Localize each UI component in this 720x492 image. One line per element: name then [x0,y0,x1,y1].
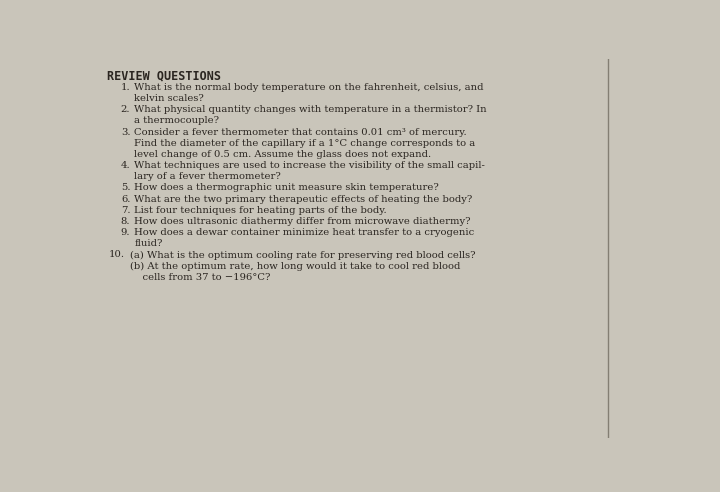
Text: How does a dewar container minimize heat transfer to a cryogenic: How does a dewar container minimize heat… [134,228,474,237]
Text: 5.: 5. [121,184,130,192]
Text: Consider a fever thermometer that contains 0.01 cm³ of mercury.: Consider a fever thermometer that contai… [134,127,467,137]
Text: lary of a fever thermometer?: lary of a fever thermometer? [134,172,281,181]
Text: kelvin scales?: kelvin scales? [134,94,204,103]
Text: 9.: 9. [121,228,130,237]
Text: (a) What is the optimum cooling rate for preserving red blood cells?: (a) What is the optimum cooling rate for… [130,250,476,259]
Text: 8.: 8. [121,217,130,226]
Text: How does ultrasonic diathermy differ from microwave diathermy?: How does ultrasonic diathermy differ fro… [134,217,471,226]
Text: What physical quantity changes with temperature in a thermistor? In: What physical quantity changes with temp… [134,105,487,114]
Text: 7.: 7. [121,206,130,215]
Text: 6.: 6. [121,194,130,204]
Text: a thermocouple?: a thermocouple? [134,117,219,125]
Text: How does a thermographic unit measure skin temperature?: How does a thermographic unit measure sk… [134,184,439,192]
Text: What techniques are used to increase the visibility of the small capil-: What techniques are used to increase the… [134,161,485,170]
Text: fluid?: fluid? [134,239,163,248]
Text: Find the diameter of the capillary if a 1°C change corresponds to a: Find the diameter of the capillary if a … [134,139,475,148]
Text: cells from 37 to −196°C?: cells from 37 to −196°C? [130,273,271,282]
Text: 10.: 10. [109,250,125,259]
Text: REVIEW QUESTIONS: REVIEW QUESTIONS [107,70,221,83]
Text: 4.: 4. [121,161,130,170]
Text: level change of 0.5 cm. Assume the glass does not expand.: level change of 0.5 cm. Assume the glass… [134,150,431,159]
Text: 3.: 3. [121,127,130,137]
Text: 1.: 1. [121,83,130,92]
Text: (b) At the optimum rate, how long would it take to cool red blood: (b) At the optimum rate, how long would … [130,262,461,271]
Text: What are the two primary therapeutic effects of heating the body?: What are the two primary therapeutic eff… [134,194,472,204]
Text: 2.: 2. [121,105,130,114]
Text: List four techniques for heating parts of the body.: List four techniques for heating parts o… [134,206,387,215]
Text: What is the normal body temperature on the fahrenheit, celsius, and: What is the normal body temperature on t… [134,83,484,92]
